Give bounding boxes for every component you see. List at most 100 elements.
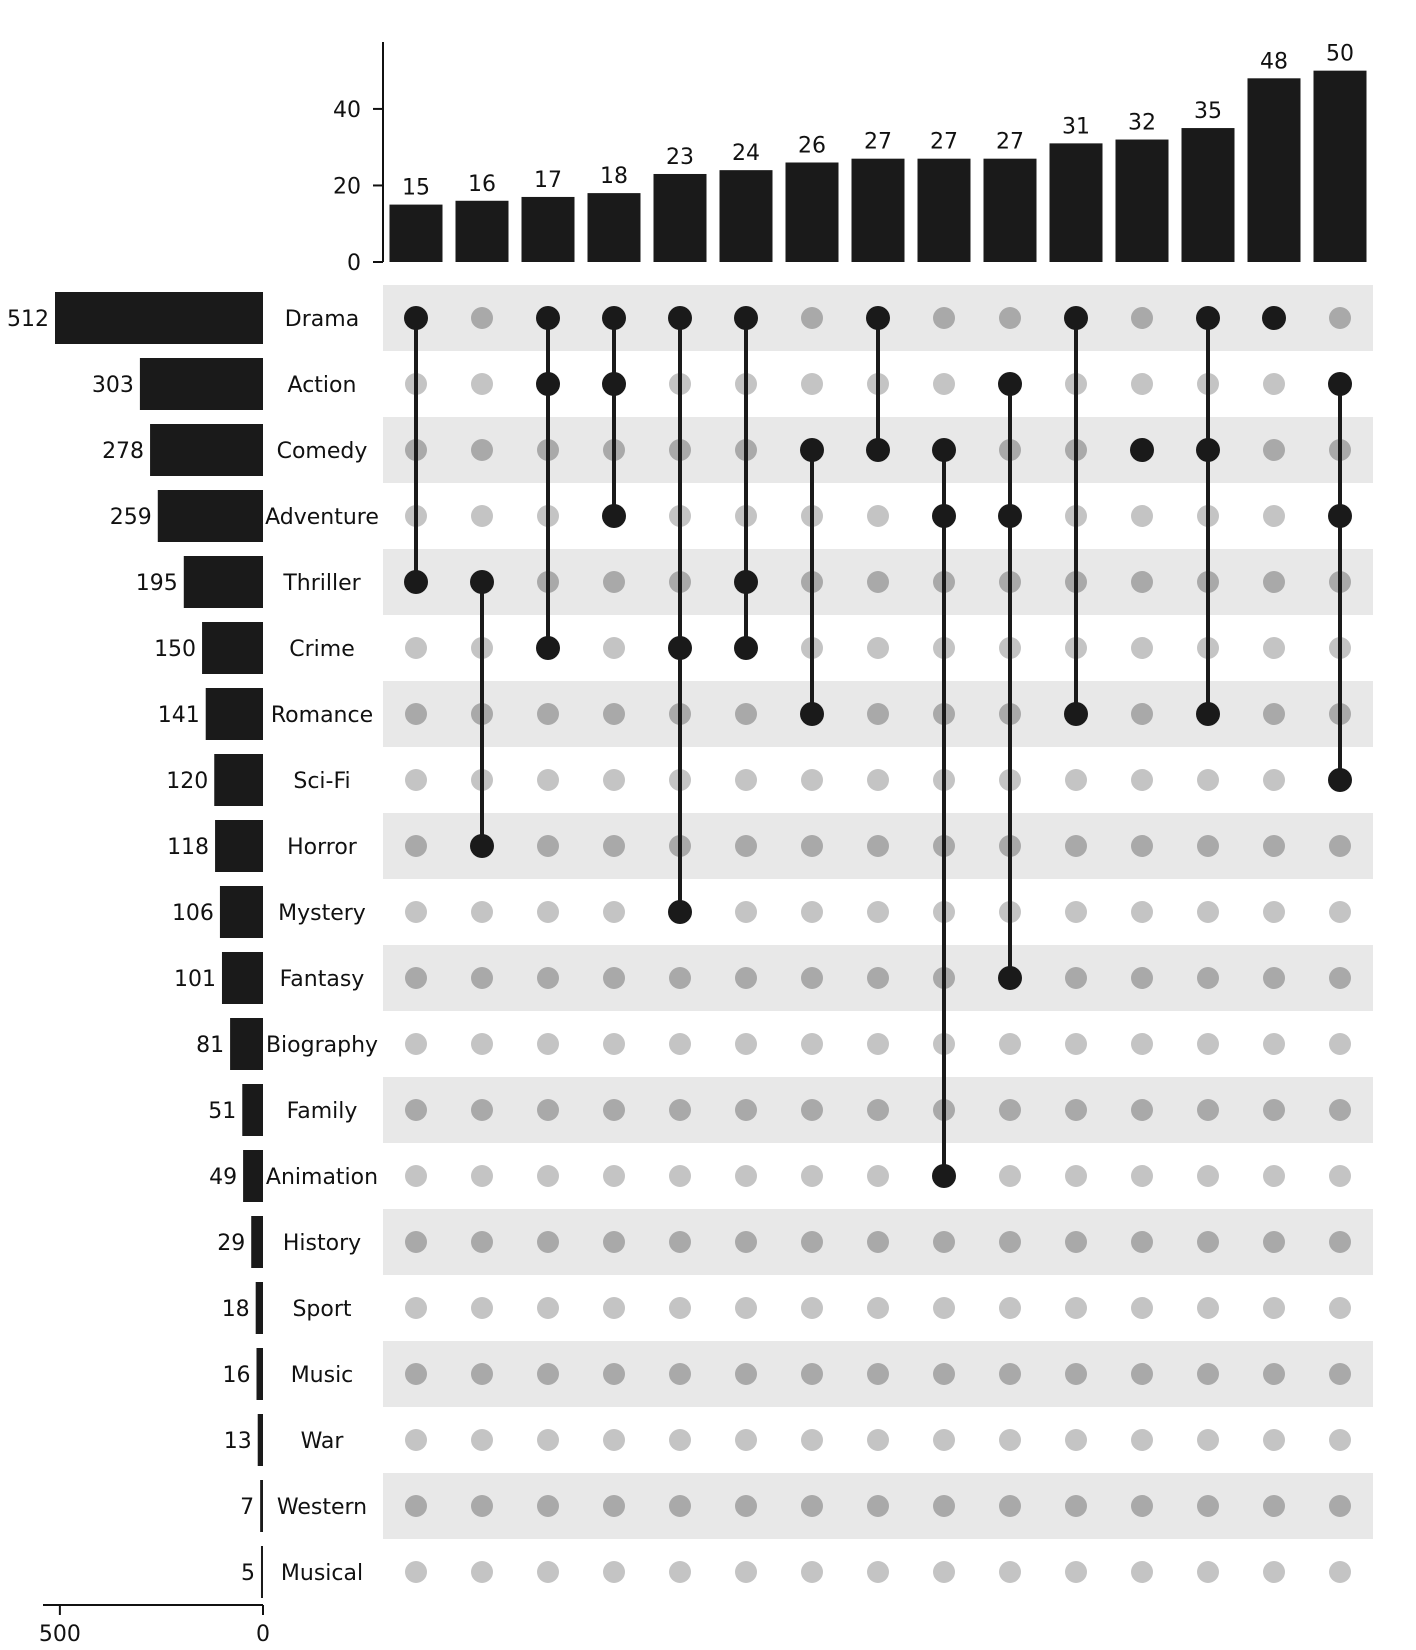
intersection-bar	[1181, 128, 1235, 262]
matrix-dot-inactive	[603, 571, 625, 593]
matrix-dot-inactive	[537, 1297, 559, 1319]
set-name-label: Horror	[287, 835, 358, 860]
set-size-label: 278	[102, 439, 144, 464]
matrix-dot-inactive	[1329, 1033, 1351, 1055]
set-size-label: 16	[223, 1363, 251, 1388]
matrix-dot-active	[536, 636, 560, 660]
matrix-dot-inactive	[1131, 1165, 1153, 1187]
x-tick-label: 0	[256, 1622, 270, 1647]
set-name-label: Musical	[281, 1561, 363, 1586]
matrix-dot-inactive	[999, 1231, 1021, 1253]
matrix-dot-inactive	[933, 307, 955, 329]
matrix-dot-inactive	[735, 1297, 757, 1319]
matrix-dot-inactive	[405, 1495, 427, 1517]
matrix-dot-inactive	[537, 1561, 559, 1583]
matrix-dot-inactive	[1131, 1363, 1153, 1385]
matrix-dot-inactive	[999, 1033, 1021, 1055]
matrix-dot-inactive	[471, 1495, 493, 1517]
matrix-dot-inactive	[471, 1297, 493, 1319]
matrix-dot-inactive	[603, 835, 625, 857]
x-tick-label: 500	[39, 1622, 81, 1647]
matrix-dot-inactive	[1065, 1165, 1087, 1187]
matrix-dot-inactive	[999, 1363, 1021, 1385]
matrix-dot-inactive	[735, 703, 757, 725]
matrix-dot-active	[734, 306, 758, 330]
matrix-dot-inactive	[801, 1561, 823, 1583]
matrix-dot-inactive	[801, 1099, 823, 1121]
matrix-dot-inactive	[933, 373, 955, 395]
matrix-dot-inactive	[735, 1165, 757, 1187]
matrix-dot-active	[932, 438, 956, 462]
matrix-dot-inactive	[1197, 769, 1219, 791]
matrix-dot-inactive	[603, 637, 625, 659]
matrix-dot-active	[866, 306, 890, 330]
matrix-dot-inactive	[999, 1297, 1021, 1319]
matrix-dot-inactive	[1197, 1099, 1219, 1121]
matrix-dot-inactive	[1131, 373, 1153, 395]
matrix-dot-inactive	[603, 1561, 625, 1583]
matrix-dot-inactive	[867, 769, 889, 791]
matrix-dot-active	[536, 306, 560, 330]
matrix-dot-inactive	[1065, 901, 1087, 923]
matrix-dot-inactive	[867, 505, 889, 527]
matrix-dot-inactive	[1197, 835, 1219, 857]
matrix-dot-inactive	[471, 901, 493, 923]
matrix-dot-inactive	[537, 901, 559, 923]
set-size-label: 18	[222, 1297, 250, 1322]
matrix-dot-inactive	[801, 1495, 823, 1517]
matrix-dot-inactive	[1131, 769, 1153, 791]
matrix-dot-inactive	[603, 967, 625, 989]
set-size-bar	[242, 1084, 263, 1136]
set-name-label: Action	[288, 373, 357, 398]
matrix-dot-inactive	[471, 1429, 493, 1451]
intersection-bar-label: 48	[1260, 49, 1288, 74]
matrix-dot-inactive	[801, 1165, 823, 1187]
matrix-dot-inactive	[471, 1561, 493, 1583]
matrix-dot-active	[1262, 306, 1286, 330]
matrix-dot-inactive	[1263, 1429, 1285, 1451]
matrix-dot-inactive	[669, 1495, 691, 1517]
matrix-dot-inactive	[867, 1429, 889, 1451]
matrix-dot-inactive	[405, 1231, 427, 1253]
matrix-dot-inactive	[735, 1231, 757, 1253]
matrix-dot-inactive	[471, 505, 493, 527]
set-name-label: Drama	[285, 307, 359, 332]
matrix-dot-inactive	[1263, 967, 1285, 989]
matrix-dot-inactive	[1329, 307, 1351, 329]
set-size-label: 81	[196, 1033, 224, 1058]
matrix-dot-inactive	[603, 1297, 625, 1319]
set-size-bar	[260, 1480, 263, 1532]
matrix-dot-inactive	[1131, 967, 1153, 989]
set-size-bar	[257, 1414, 263, 1466]
matrix-dot-active	[602, 504, 626, 528]
matrix-dot-inactive	[867, 1099, 889, 1121]
matrix-dot-inactive	[1329, 1297, 1351, 1319]
matrix-dot-inactive	[471, 1099, 493, 1121]
set-size-bar	[214, 754, 263, 806]
matrix-dot-inactive	[801, 373, 823, 395]
set-name-label: Animation	[266, 1165, 378, 1190]
matrix-dot-active	[404, 570, 428, 594]
matrix-dot-inactive	[603, 1165, 625, 1187]
matrix-dot-inactive	[1329, 1231, 1351, 1253]
matrix-dot-inactive	[405, 1363, 427, 1385]
matrix-dot-active	[1196, 306, 1220, 330]
set-size-label: 7	[240, 1495, 254, 1520]
intersection-bar-label: 27	[930, 130, 958, 155]
matrix-dot-inactive	[603, 1231, 625, 1253]
matrix-dot-inactive	[1131, 901, 1153, 923]
y-tick-label: 20	[333, 174, 361, 199]
matrix-dot-inactive	[1065, 1099, 1087, 1121]
matrix-dot-inactive	[405, 1165, 427, 1187]
matrix-dot-inactive	[999, 1165, 1021, 1187]
matrix-dot-inactive	[999, 1561, 1021, 1583]
matrix-dot-inactive	[1263, 1561, 1285, 1583]
matrix-dot-inactive	[603, 1099, 625, 1121]
matrix-dot-inactive	[1131, 307, 1153, 329]
set-name-label: Family	[287, 1099, 358, 1124]
matrix-dot-active	[932, 504, 956, 528]
set-name-label: Biography	[266, 1033, 378, 1058]
matrix-dot-inactive	[669, 1297, 691, 1319]
matrix-dot-inactive	[603, 1495, 625, 1517]
